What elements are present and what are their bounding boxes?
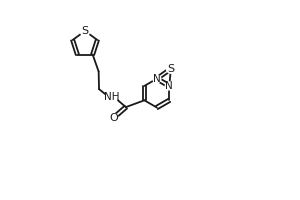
Circle shape xyxy=(80,26,90,36)
Text: S: S xyxy=(81,26,88,36)
Text: N: N xyxy=(153,74,161,84)
Text: NH: NH xyxy=(104,92,119,102)
Circle shape xyxy=(167,64,175,73)
Circle shape xyxy=(105,91,117,103)
Circle shape xyxy=(153,75,161,83)
Text: N: N xyxy=(165,81,173,91)
Circle shape xyxy=(165,82,173,90)
Text: S: S xyxy=(167,64,174,74)
Text: O: O xyxy=(110,113,118,123)
Circle shape xyxy=(110,114,118,122)
